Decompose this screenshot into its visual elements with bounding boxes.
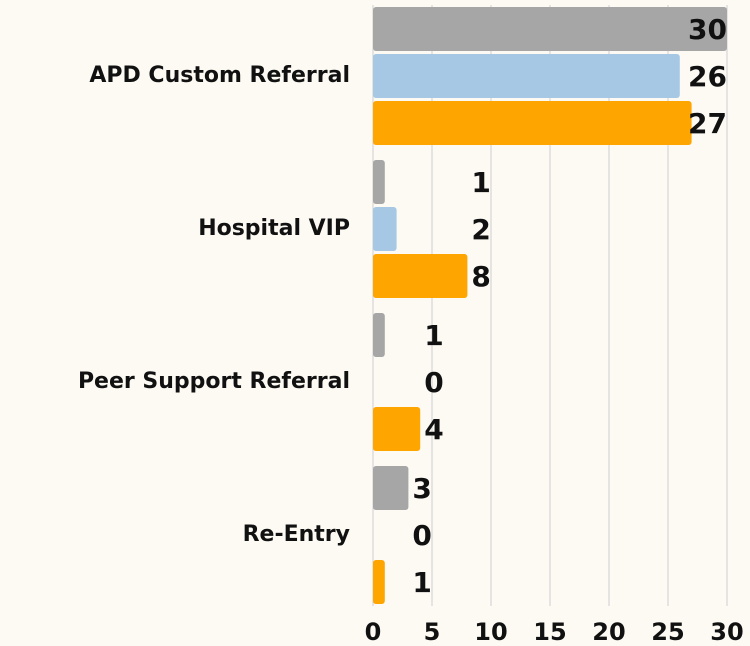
category-label: Peer Support Referral bbox=[78, 369, 350, 394]
value-label: 1 bbox=[471, 166, 490, 199]
x-tick-label: 10 bbox=[474, 618, 507, 646]
value-label: 26 bbox=[688, 60, 727, 93]
category-label: Re-Entry bbox=[243, 522, 350, 547]
x-tick-label: 15 bbox=[533, 618, 566, 646]
bar bbox=[373, 54, 680, 98]
category-label: Hospital VIP bbox=[198, 216, 350, 241]
category-label: APD Custom Referral bbox=[89, 63, 350, 88]
value-label: 1 bbox=[412, 566, 431, 599]
value-label: 0 bbox=[412, 519, 431, 552]
bar bbox=[373, 313, 385, 357]
bar bbox=[373, 7, 727, 51]
value-label: 0 bbox=[424, 366, 443, 399]
bar bbox=[373, 407, 421, 451]
value-label: 8 bbox=[471, 260, 490, 293]
value-label: 3 bbox=[412, 472, 431, 505]
x-tick-label: 25 bbox=[651, 618, 684, 646]
x-tick-label: 0 bbox=[365, 618, 382, 646]
x-tick-label: 20 bbox=[592, 618, 625, 646]
x-tick-label: 5 bbox=[424, 618, 441, 646]
value-label: 27 bbox=[688, 107, 727, 140]
bar bbox=[373, 160, 385, 204]
value-label: 1 bbox=[424, 319, 443, 352]
value-label: 30 bbox=[688, 13, 727, 46]
bar bbox=[373, 101, 692, 145]
value-label: 4 bbox=[424, 413, 443, 446]
bar bbox=[373, 254, 468, 298]
bar bbox=[373, 560, 385, 604]
bar bbox=[373, 207, 397, 251]
value-label: 2 bbox=[471, 213, 490, 246]
bar bbox=[373, 466, 409, 510]
x-tick-label: 30 bbox=[710, 618, 743, 646]
